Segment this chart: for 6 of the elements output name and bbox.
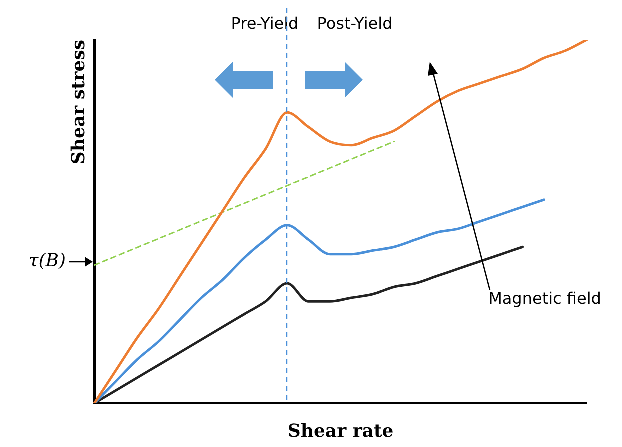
text: Post-Yield (317, 14, 393, 34)
text: τ(B) (28, 250, 66, 272)
x-axis-title: Shear rate (288, 420, 394, 442)
text: Pre-Yield (231, 14, 299, 34)
y-axis-title: Shear stress (68, 40, 90, 165)
annotation: Magnetic field (488, 289, 602, 308)
